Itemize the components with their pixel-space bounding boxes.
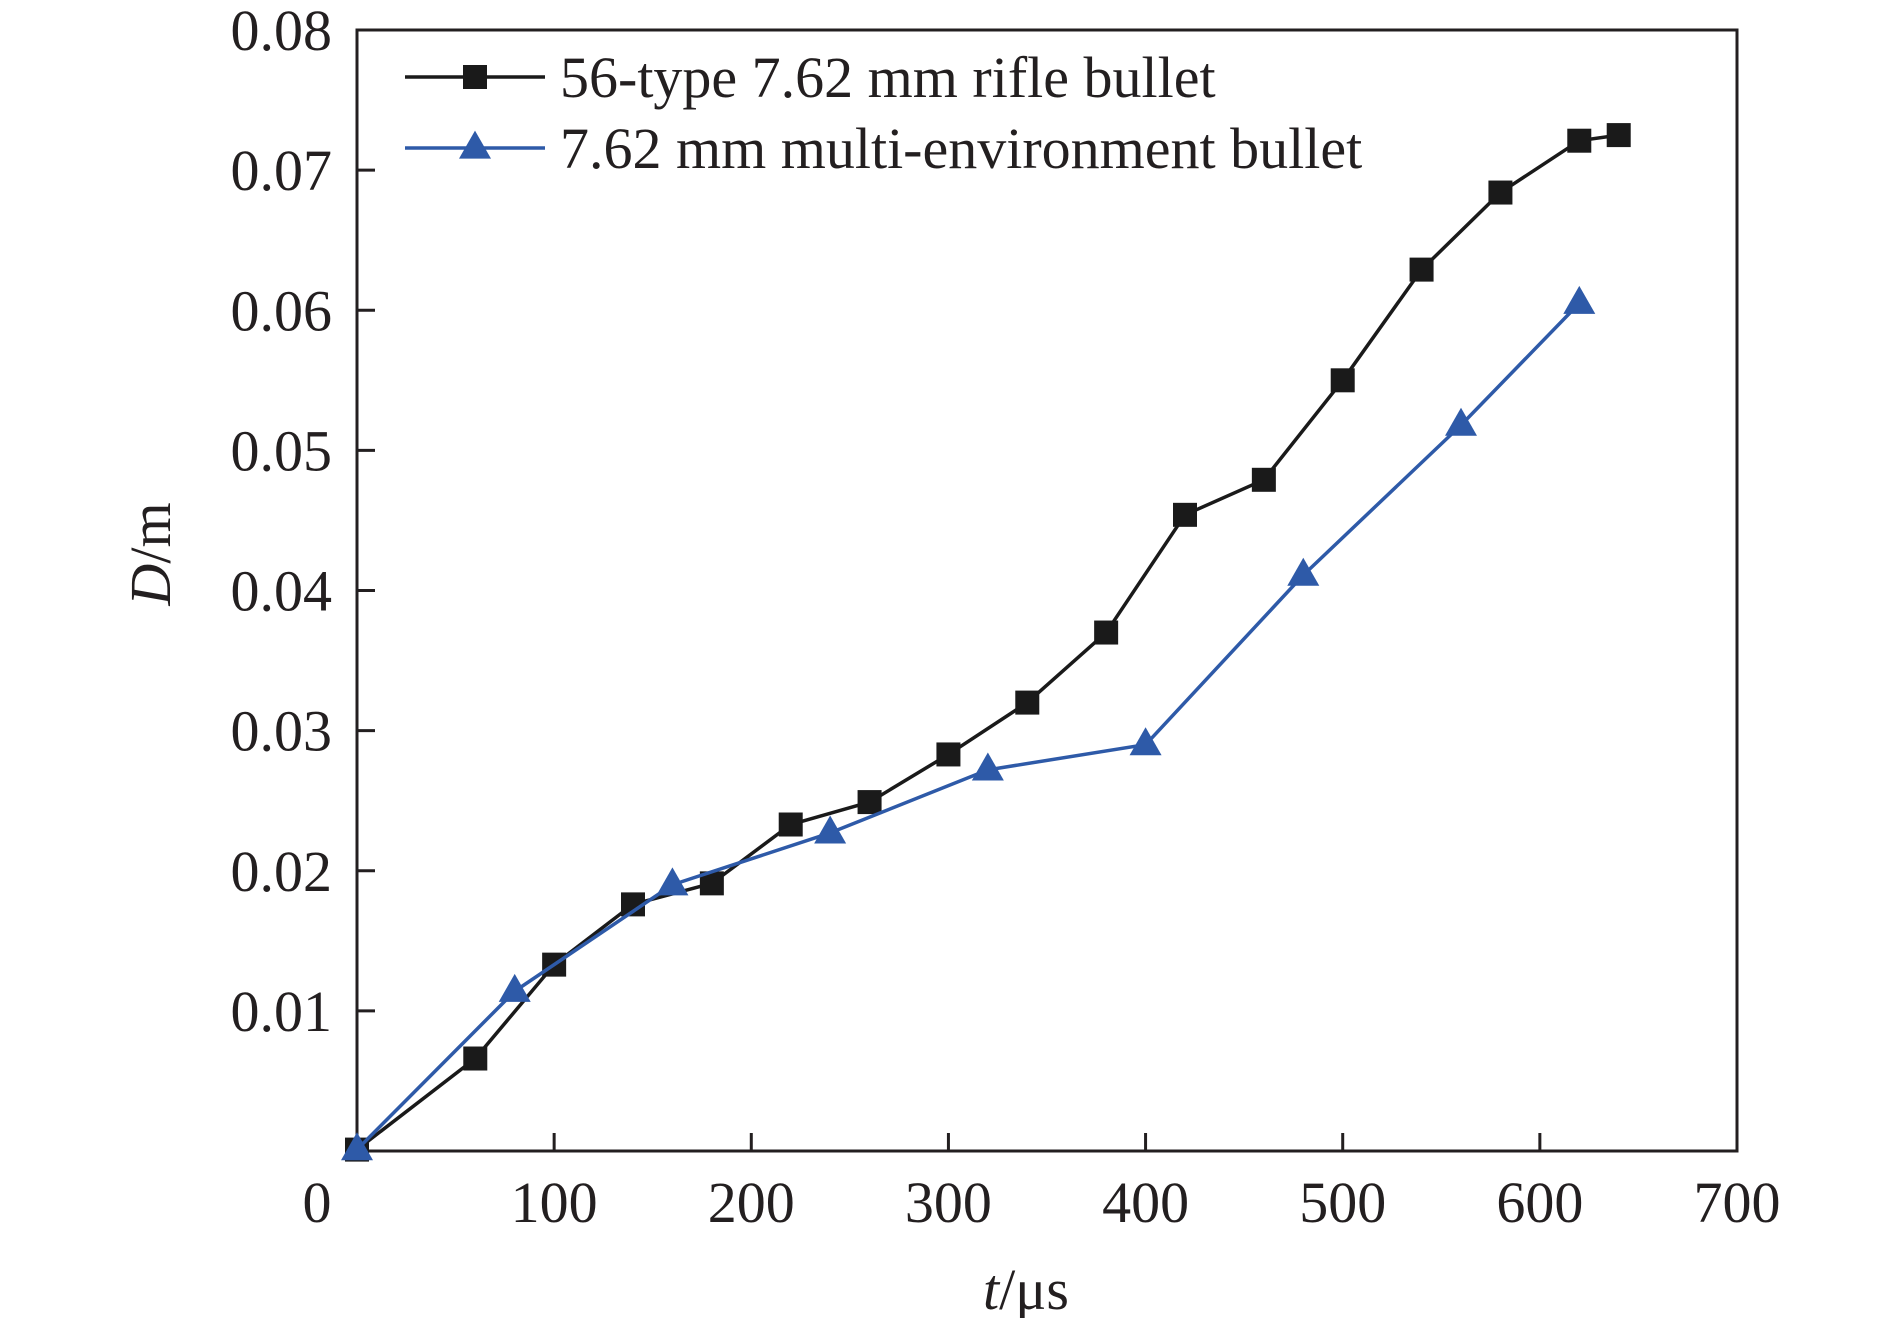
series-line bbox=[355, 302, 1581, 1151]
y-axis-unit: /m bbox=[118, 502, 183, 563]
x-axis-symbol: t bbox=[983, 1257, 1001, 1318]
y-tick-label: 0.04 bbox=[231, 559, 333, 624]
x-axis-label: t/μs bbox=[983, 1257, 1069, 1318]
x-tick-label: 400 bbox=[1102, 1170, 1189, 1235]
data-point bbox=[1563, 285, 1596, 314]
x-tick-label: 500 bbox=[1299, 1170, 1386, 1235]
axes-layer: 0 100 200 300 400 500 600 700 0.01 0.02 0.03 0.04 0.… bbox=[231, 0, 1781, 1235]
y-axis-label: D/m bbox=[118, 502, 183, 606]
legend-label: 7.62 mm multi-environment bullet bbox=[560, 116, 1362, 181]
y-tick-label: 0.03 bbox=[231, 699, 333, 764]
data-point bbox=[1488, 180, 1513, 205]
x-tick-label: 300 bbox=[905, 1170, 992, 1235]
data-point bbox=[1567, 128, 1592, 153]
y-tick-label: 0.02 bbox=[231, 839, 333, 904]
x-tick-label: 200 bbox=[708, 1170, 795, 1235]
y-tick-label: 0.06 bbox=[231, 278, 333, 343]
legend-item-2: 7.62 mm multi-environment bullet bbox=[405, 116, 1362, 181]
legend-label: 56-type 7.62 mm rifle bullet bbox=[560, 45, 1216, 110]
plot-frame bbox=[355, 28, 1739, 1153]
data-point bbox=[971, 752, 1004, 781]
x-tick-label: 600 bbox=[1496, 1170, 1583, 1235]
series-1 bbox=[345, 123, 1631, 1162]
x-tick-label: 100 bbox=[511, 1170, 598, 1235]
y-axis-symbol: D bbox=[118, 564, 183, 607]
x-axis-unit: /μs bbox=[999, 1257, 1069, 1318]
data-point bbox=[1330, 368, 1355, 393]
data-point bbox=[341, 1132, 373, 1161]
data-point bbox=[498, 973, 531, 1002]
series-layer bbox=[341, 123, 1631, 1162]
data-point bbox=[1409, 257, 1434, 282]
data-point bbox=[1094, 620, 1119, 645]
data-point bbox=[463, 1046, 488, 1071]
x-tick-label: 700 bbox=[1694, 1170, 1781, 1235]
data-point bbox=[1445, 407, 1477, 436]
data-point bbox=[1129, 727, 1162, 756]
data-point bbox=[814, 815, 847, 844]
data-point bbox=[1251, 467, 1276, 492]
data-point bbox=[857, 790, 882, 815]
series-2 bbox=[341, 285, 1596, 1161]
data-point bbox=[656, 867, 689, 896]
y-tick-label: 0.05 bbox=[231, 418, 333, 483]
data-point bbox=[1287, 557, 1320, 586]
data-point bbox=[1606, 123, 1631, 148]
x-tick-label: 0 bbox=[303, 1170, 332, 1235]
y-tick-label: 0.07 bbox=[231, 138, 333, 203]
series-line bbox=[355, 133, 1619, 1151]
legend-marker bbox=[459, 130, 491, 159]
data-point bbox=[1173, 502, 1197, 527]
data-point bbox=[936, 742, 961, 767]
data-point bbox=[1015, 690, 1040, 715]
y-tick-label: 0.01 bbox=[231, 979, 333, 1044]
data-point bbox=[778, 812, 803, 837]
y-tick-label: 0.08 bbox=[231, 0, 333, 63]
legend-marker bbox=[463, 65, 487, 89]
legend-item-1: 56-type 7.62 mm rifle bullet bbox=[405, 45, 1216, 110]
